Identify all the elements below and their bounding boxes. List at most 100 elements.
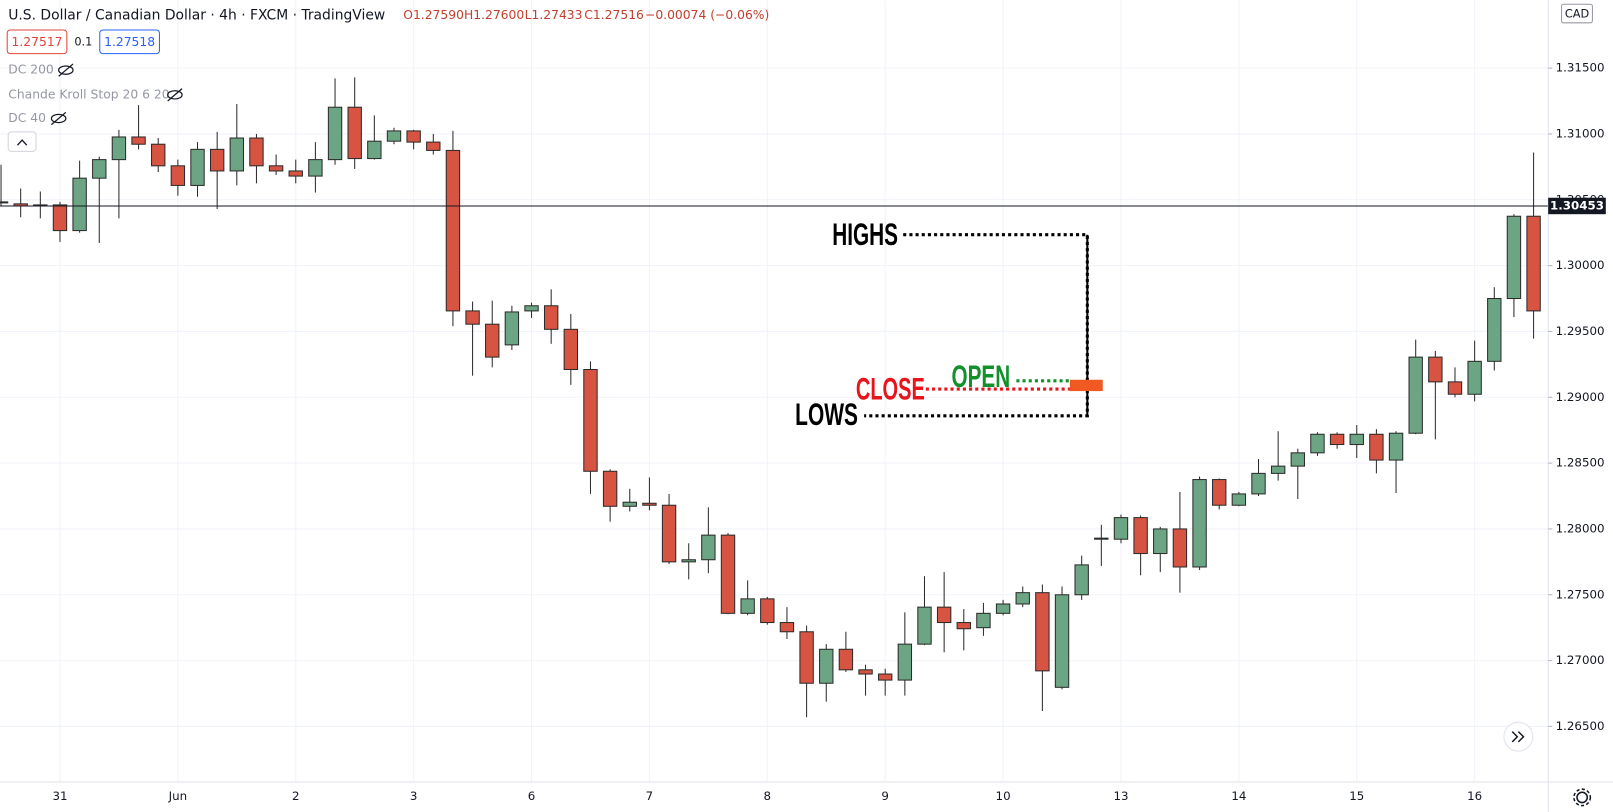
candle-body xyxy=(976,612,991,629)
candle-body xyxy=(543,305,559,330)
candle-body xyxy=(1251,472,1266,495)
candle-body xyxy=(1506,215,1522,300)
x-tick-label: Jun xyxy=(168,789,187,803)
sell-price: 1.27517 xyxy=(12,35,63,49)
x-tick-label: 8 xyxy=(764,789,772,803)
candle-body xyxy=(367,140,382,160)
y-tick-label: 1.31500 xyxy=(1556,61,1605,75)
sell-chip[interactable] xyxy=(6,29,68,55)
candle-body xyxy=(1015,592,1030,605)
y-tick-label: 1.31000 xyxy=(1556,126,1605,140)
candle-body xyxy=(190,148,205,186)
candle-body xyxy=(1212,479,1227,506)
ohlc-change: −0.00074 (−0.06%) xyxy=(645,8,769,22)
candle-body xyxy=(642,502,657,506)
candle-body xyxy=(563,328,579,371)
candle-body xyxy=(1369,433,1384,461)
candle-body xyxy=(92,159,107,179)
candle-body xyxy=(1526,215,1541,312)
candle-body xyxy=(1192,479,1207,568)
candle-body xyxy=(838,648,854,671)
candle-body xyxy=(327,106,343,161)
candle-body xyxy=(151,143,166,167)
collapse-icon xyxy=(16,139,28,146)
settings-button[interactable] xyxy=(1576,791,1589,804)
buy-chip[interactable] xyxy=(99,29,160,55)
candle-body xyxy=(1408,356,1423,434)
x-tick-label: 3 xyxy=(410,789,418,803)
candle-body xyxy=(1231,493,1247,506)
candle-body xyxy=(936,606,952,624)
candle-body xyxy=(347,106,362,160)
candle-body xyxy=(268,165,284,172)
candle-body xyxy=(622,501,637,507)
candle-body xyxy=(72,177,87,232)
candle-body xyxy=(740,598,755,614)
indicator: DC 40 xyxy=(8,111,46,125)
grid-layer xyxy=(0,0,1549,782)
indicator: DC 200 xyxy=(8,63,54,77)
candle-body xyxy=(170,165,186,186)
candle-body xyxy=(858,669,873,675)
candle-body xyxy=(819,648,834,684)
collapse-button[interactable] xyxy=(7,131,37,152)
x-tick-label: 31 xyxy=(52,789,67,803)
candle-body xyxy=(1428,356,1443,383)
scroll-button[interactable] xyxy=(1503,721,1534,752)
candle-body xyxy=(1388,432,1404,461)
candle-body xyxy=(1094,537,1109,540)
ohlc-close: C1.27516 xyxy=(584,8,644,22)
close-label: CLOSE xyxy=(856,371,925,407)
candle-body xyxy=(877,673,893,681)
spread: 0.1 xyxy=(74,35,92,48)
candle-body xyxy=(1270,465,1286,474)
candle-body xyxy=(779,622,795,633)
candle-body xyxy=(288,170,303,177)
candle-body xyxy=(995,603,1011,614)
x-tick-label: 9 xyxy=(881,789,889,803)
candle-body xyxy=(524,305,539,312)
candle-body xyxy=(1290,452,1306,467)
y-tick-label: 1.28000 xyxy=(1556,521,1605,535)
candle-layer xyxy=(0,77,1549,718)
x-tick-label: 10 xyxy=(996,789,1011,803)
y-tick-label: 1.30000 xyxy=(1556,258,1605,272)
candle-body xyxy=(1172,528,1188,568)
candle-body xyxy=(308,159,323,177)
hide-icons[interactable] xyxy=(50,63,183,126)
candle-body xyxy=(1113,517,1129,540)
currency-box[interactable] xyxy=(1561,3,1593,24)
candle-body xyxy=(111,136,127,161)
indicator: Chande Kroll Stop 20 6 20 xyxy=(8,87,169,101)
candle-body xyxy=(1074,564,1089,596)
candle-body xyxy=(229,137,245,172)
candle-body xyxy=(209,148,225,172)
scroll-icon xyxy=(1511,731,1525,743)
ohlc-low: L1.27433 xyxy=(525,8,583,22)
y-tick-label: 1.29000 xyxy=(1556,390,1605,404)
currency: CAD xyxy=(1565,8,1590,21)
lows-label: LOWS xyxy=(795,396,858,432)
candle-body xyxy=(485,323,500,358)
buy-price: 1.27518 xyxy=(104,35,155,49)
candle-body xyxy=(406,130,421,143)
x-tick-label: 2 xyxy=(292,789,300,803)
last-price-tag xyxy=(1548,197,1606,215)
annotation: HIGHS LOWS CLOSE OPEN xyxy=(795,216,1103,432)
candle-body xyxy=(386,130,402,142)
candle-body xyxy=(249,137,264,167)
candle-body xyxy=(1329,433,1345,446)
candle-body xyxy=(52,204,68,232)
candle-body xyxy=(426,141,441,151)
candle-body xyxy=(720,534,736,614)
open-label: OPEN xyxy=(952,358,1011,394)
ohlc-open: O1.27590 xyxy=(403,8,464,22)
axis-layer: 1.26500 1.27000 1.27500 1.28000 1.28500 1.290… xyxy=(52,61,1606,803)
y-tick-label: 1.27500 xyxy=(1556,587,1605,601)
candle-body xyxy=(1349,433,1364,446)
candle-body xyxy=(701,534,716,561)
candle-body xyxy=(602,470,618,507)
y-tick-label: 1.27000 xyxy=(1556,653,1605,667)
candle-body xyxy=(1467,360,1482,395)
